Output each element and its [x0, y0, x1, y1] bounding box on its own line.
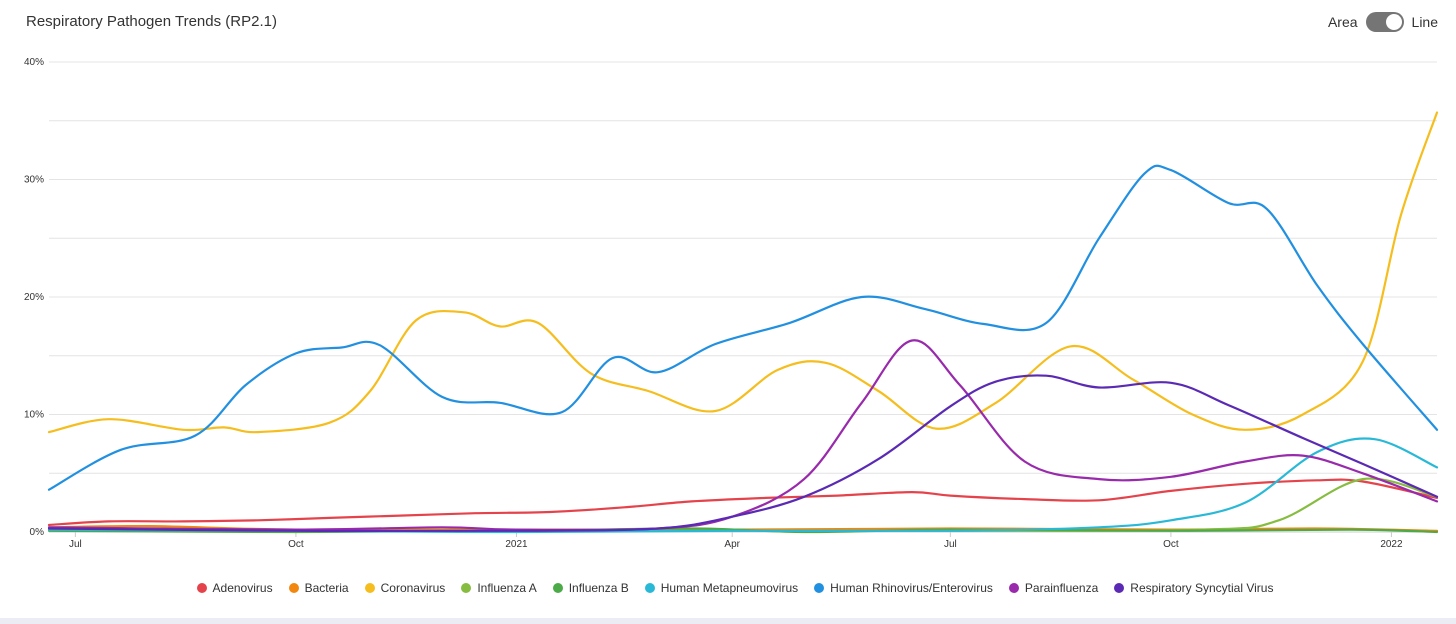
legend-swatch: [644, 583, 655, 593]
toggle-label-area: Area: [1327, 14, 1358, 30]
x-tick-label: Jul: [69, 539, 82, 550]
x-tick-label: Oct: [1163, 539, 1179, 550]
legend-swatch: [1008, 583, 1019, 593]
y-tick-label: 0%: [30, 527, 45, 538]
series-line-adenovirus[interactable]: [47, 478, 1439, 527]
y-tick-label: 40%: [24, 57, 44, 68]
x-tick-label: Apr: [724, 539, 740, 550]
x-tick-label: 2021: [505, 539, 528, 550]
legend-swatch: [552, 583, 563, 593]
y-tick-label: 30%: [24, 175, 44, 186]
legend-swatch: [288, 583, 299, 593]
legend-item-influenza-a[interactable]: Influenza A: [461, 581, 537, 595]
x-tick-label: Oct: [288, 539, 304, 550]
legend-item-influenza-b[interactable]: Influenza B: [552, 581, 629, 595]
legend-swatch: [196, 583, 207, 593]
series-line-human-rhinovirus-enterovirus[interactable]: [47, 164, 1439, 491]
legend-label: Adenovirus: [212, 581, 273, 595]
chart-title: Respiratory Pathogen Trends (RP2.1): [26, 13, 277, 30]
toggle-label-line: Line: [1411, 14, 1438, 30]
series-line-parainfluenza[interactable]: [47, 339, 1439, 532]
legend-item-human-metapneumovirus[interactable]: Human Metapneumovirus: [644, 581, 799, 595]
area-line-switch[interactable]: [1365, 12, 1404, 32]
x-tick-label: 2022: [1380, 539, 1403, 550]
switch-knob: [1385, 14, 1402, 30]
series-line-respiratory-syncytial-virus[interactable]: [47, 374, 1439, 533]
legend-label: Coronavirus: [380, 581, 446, 595]
line-chart: 0% 10% 20% 30% 40% Jul Oct 2021 Apr Jul Oct 2022: [24, 57, 1439, 550]
view-toggle: Area Line: [1328, 11, 1438, 33]
legend-label: Human Rhinovirus/Enterovirus: [830, 581, 993, 595]
x-tick-label: Jul: [944, 539, 957, 550]
grid-lines: [49, 61, 1437, 533]
legend-label: Respiratory Syncytial Virus: [1130, 581, 1274, 595]
legend-item-human-rhinovirus-enterovirus[interactable]: Human Rhinovirus/Enterovirus: [814, 581, 993, 595]
legend-item-bacteria[interactable]: Bacteria: [288, 581, 349, 595]
series-line-influenza-a[interactable]: [47, 477, 1439, 532]
legend-item-coronavirus[interactable]: Coronavirus: [364, 581, 446, 595]
legend-label: Influenza B: [568, 581, 629, 595]
legend-item-parainfluenza[interactable]: Parainfluenza: [1008, 581, 1099, 595]
series-line-coronavirus[interactable]: [47, 111, 1439, 434]
legend-item-respiratory-syncytial-virus[interactable]: Respiratory Syncytial Virus: [1114, 581, 1273, 595]
legend-swatch: [364, 583, 375, 593]
series-lines: [47, 111, 1439, 534]
legend-item-adenovirus[interactable]: Adenovirus: [196, 581, 273, 595]
legend-swatch: [1114, 583, 1125, 593]
legend-label: Influenza A: [477, 581, 537, 595]
legend: Adenovirus Bacteria Coronavirus Influenza A…: [0, 581, 1456, 595]
legend-label: Human Metapneumovirus: [660, 581, 799, 595]
legend-swatch: [814, 583, 825, 593]
y-tick-label: 20%: [24, 292, 44, 303]
axis-ticks: 0% 10% 20% 30% 40% Jul Oct 2021 Apr Jul Oct 2022: [24, 57, 1403, 550]
legend-swatch: [461, 583, 472, 593]
legend-label: Parainfluenza: [1024, 581, 1099, 595]
legend-label: Bacteria: [304, 581, 349, 595]
y-tick-label: 10%: [24, 410, 44, 421]
